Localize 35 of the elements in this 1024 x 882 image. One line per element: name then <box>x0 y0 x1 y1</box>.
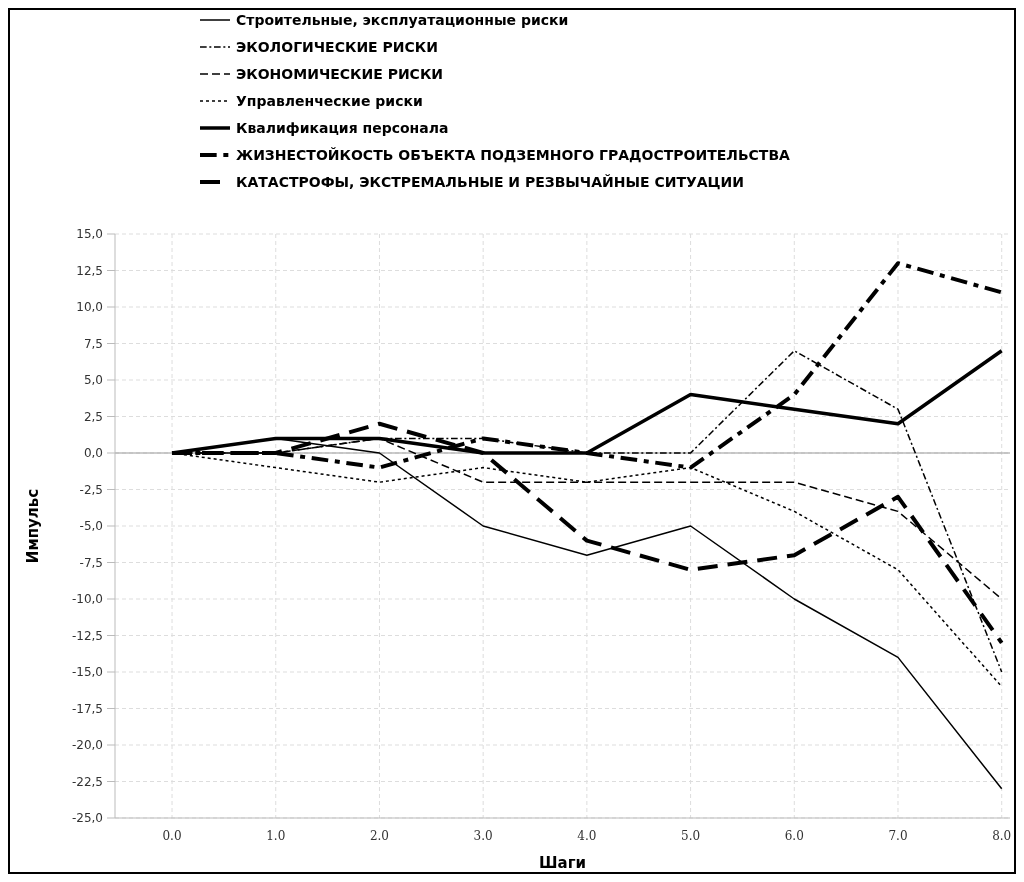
legend-label: Управленческие риски <box>236 92 423 109</box>
y-tick-label: -2,5 <box>79 482 103 497</box>
x-tick-label: 0.0 <box>162 829 182 843</box>
x-axis-title: Шаги <box>539 854 586 872</box>
y-tick-label: -5,0 <box>79 519 103 534</box>
legend-label: Строительные, эксплуатационные риски <box>236 11 569 28</box>
y-tick-label: 10,0 <box>76 300 103 315</box>
y-tick-label: 5,0 <box>83 373 103 388</box>
legend-label: КАТАСТРОФЫ, ЭКСТРЕМАЛЬНЫЕ И РЕЗВЫЧАЙНЫЕ СИТУАЦИИ <box>236 173 744 190</box>
legend-label: ЭКОЛОГИЧЕСКИЕ РИСКИ <box>236 38 438 55</box>
y-tick-label: 2,5 <box>83 409 103 424</box>
legend-label: Квалификация персонала <box>236 119 449 136</box>
y-tick-label: 0,0 <box>83 446 103 461</box>
y-tick-label: -22,5 <box>71 774 103 789</box>
legend-label: ЖИЗНЕСТОЙКОСТЬ ОБЪЕКТА ПОДЗЕМНОГО ГРАДОСТРОИТЕЛЬСТВА <box>236 146 791 163</box>
x-tick-label: 8.0 <box>992 829 1012 843</box>
x-tick-label: 6.0 <box>784 829 804 843</box>
y-tick-label: -12,5 <box>71 628 103 643</box>
y-tick-label: -15,0 <box>71 665 103 680</box>
y-tick-label: -20,0 <box>71 738 103 753</box>
y-tick-label: -7,5 <box>79 555 103 570</box>
y-tick-label: 12,5 <box>76 263 103 278</box>
y-axis-title: Импульс <box>24 488 42 564</box>
x-tick-label: 3.0 <box>473 829 493 843</box>
x-tick-label: 1.0 <box>266 829 286 843</box>
y-tick-label: -25,0 <box>71 811 103 826</box>
legend-label: ЭКОНОМИЧЕСКИЕ РИСКИ <box>236 65 444 82</box>
y-tick-label: -17,5 <box>71 701 103 716</box>
x-tick-label: 2.0 <box>369 829 389 843</box>
x-tick-label: 4.0 <box>577 829 597 843</box>
x-tick-label: 7.0 <box>888 829 908 843</box>
y-tick-label: -10,0 <box>71 592 103 607</box>
y-tick-label: 15,0 <box>76 227 103 242</box>
x-tick-label: 5.0 <box>681 829 701 843</box>
y-tick-label: 7,5 <box>83 336 103 351</box>
